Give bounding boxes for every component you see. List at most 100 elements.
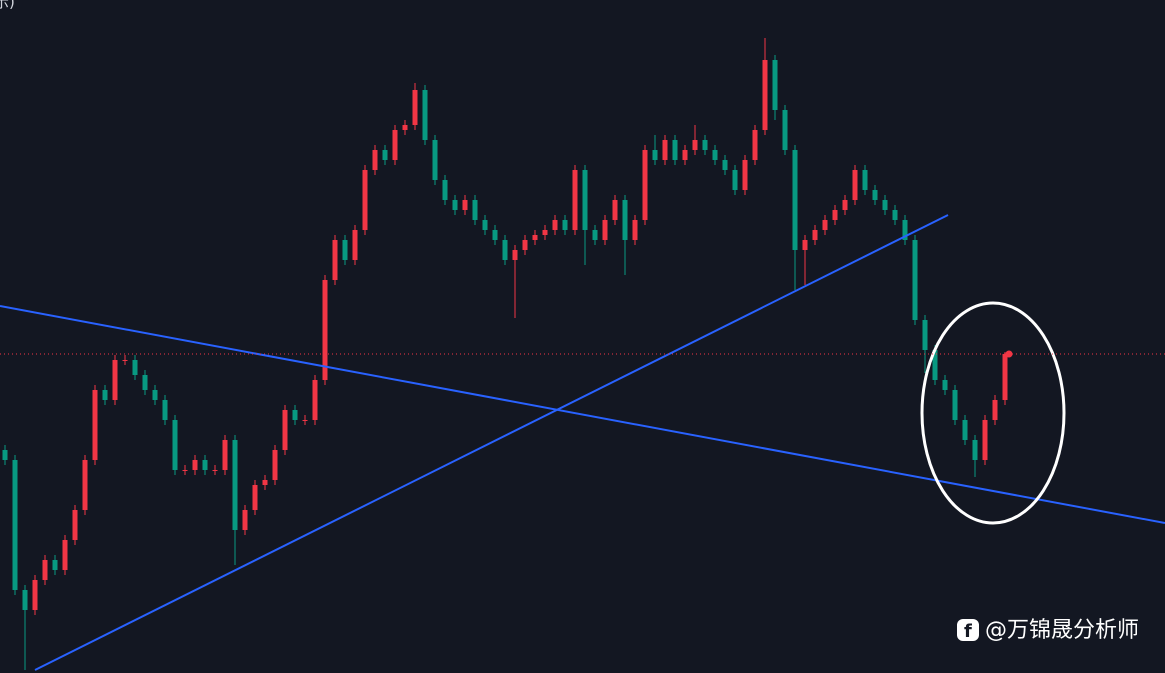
candle-body <box>302 420 308 421</box>
candle-body <box>392 130 398 160</box>
candle-body <box>292 410 298 420</box>
candle-body <box>272 450 278 480</box>
facebook-icon-letter: f <box>964 621 972 642</box>
candle-body <box>562 220 568 230</box>
candle-body <box>892 210 898 220</box>
candle-body <box>862 170 868 190</box>
candle-body <box>62 540 68 570</box>
candle-body <box>72 510 78 540</box>
candle-body <box>902 220 908 240</box>
candle-body <box>12 460 18 590</box>
candle-body <box>642 150 648 220</box>
highlight-ellipse <box>920 301 1066 525</box>
candle-body <box>102 390 108 400</box>
watermark: @万锦晟分析师 <box>985 618 1139 643</box>
candle-body <box>332 240 338 280</box>
candle-body <box>932 350 938 380</box>
candle-body <box>482 220 488 230</box>
candle-body <box>412 90 418 125</box>
candle-body <box>712 150 718 160</box>
candle-body <box>992 400 998 420</box>
candle-body <box>172 420 178 470</box>
candle-body <box>532 235 538 240</box>
candle-body <box>762 60 768 130</box>
candle-body <box>722 160 728 170</box>
candle-body <box>1002 354 1008 400</box>
candle-body <box>872 190 878 200</box>
candle-body <box>82 460 88 510</box>
candle-body <box>702 140 708 150</box>
candle-body <box>92 390 98 460</box>
candle-body <box>372 150 378 170</box>
candle-body <box>382 150 388 160</box>
corner-label: 示) <box>0 0 15 11</box>
candle-body <box>212 470 218 471</box>
candle-body <box>192 460 198 470</box>
candle-body <box>632 220 638 240</box>
candle-body <box>732 170 738 190</box>
candle-body <box>572 170 578 230</box>
candle-body <box>792 150 798 250</box>
candle-body <box>672 140 678 160</box>
candle-body <box>472 200 478 220</box>
candle-body <box>492 230 498 240</box>
candle-body <box>602 220 608 240</box>
candle-body <box>742 160 748 190</box>
candle-body <box>952 390 958 420</box>
candle-body <box>682 150 688 160</box>
candle-body <box>582 170 588 230</box>
candle-body <box>122 360 128 361</box>
candle-body <box>182 470 188 471</box>
candle-body <box>842 200 848 210</box>
candle-body <box>442 180 448 200</box>
candle-body <box>772 60 778 110</box>
candle-body <box>882 200 888 210</box>
candle-body <box>262 480 268 485</box>
candle-body <box>402 125 408 130</box>
candle-body <box>622 200 628 240</box>
facebook-icon <box>957 619 979 641</box>
candle-body <box>362 170 368 230</box>
candle-body <box>852 170 858 200</box>
candle-body <box>152 390 158 400</box>
candle-body <box>542 230 548 235</box>
candle-body <box>502 240 508 260</box>
candle-body <box>612 200 618 220</box>
candle-body <box>202 460 208 470</box>
candle-body <box>942 380 948 390</box>
candle-body <box>22 590 28 610</box>
candle-body <box>52 560 58 570</box>
candle-body <box>552 220 558 230</box>
candle-body <box>322 280 328 380</box>
candle-body <box>232 440 238 530</box>
candle-body <box>592 230 598 240</box>
candle-body <box>342 240 348 260</box>
candle-body <box>2 450 8 460</box>
candle-body <box>112 360 118 400</box>
candle-body <box>352 230 358 260</box>
candle-body <box>982 420 988 460</box>
candle-body <box>972 440 978 460</box>
candle-body <box>782 110 788 150</box>
candle-body <box>662 140 668 160</box>
candle-body <box>912 240 918 320</box>
candle-body <box>962 420 968 440</box>
candle-body <box>282 410 288 450</box>
candles <box>2 38 1008 670</box>
candle-body <box>142 375 148 390</box>
candle-body <box>922 320 928 350</box>
candle-body <box>422 90 428 140</box>
candle-body <box>32 580 38 610</box>
candle-body <box>832 210 838 220</box>
candle-body <box>432 140 438 180</box>
candle-body <box>462 200 468 210</box>
candle-body <box>162 400 168 420</box>
trendline <box>34 214 949 671</box>
candle-body <box>242 510 248 530</box>
candle-body <box>452 200 458 210</box>
candle-body <box>512 250 518 260</box>
candle-body <box>132 360 138 375</box>
candle-body <box>522 240 528 250</box>
